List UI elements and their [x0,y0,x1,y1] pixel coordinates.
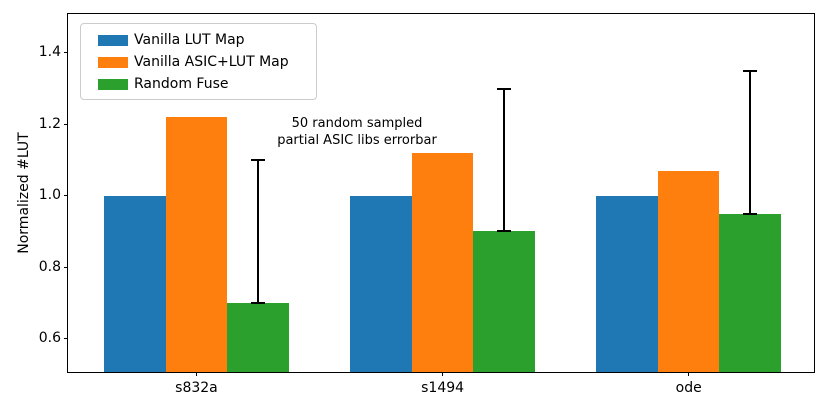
annotation: 50 random sampled partial ASIC libs erro… [237,115,477,149]
errorbar-stem-ode [749,70,752,214]
y-tickmark [64,195,68,197]
x-tick-label-s832a: s832a [175,380,218,396]
y-tick-label: 0.8 [38,258,61,275]
bars-layer [68,14,814,372]
x-tickmark [688,372,690,376]
errorbar-cap-bottom-s1494 [497,230,512,233]
y-tickmark [64,52,68,54]
legend-item-random-fuse: Random Fuse [98,73,316,95]
legend-item-vanilla-asic-lut-map: Vanilla ASIC+LUT Map [98,51,316,73]
errorbar-cap-bottom-s832a [251,301,265,304]
bar-vanilla-lut-map-s1494 [350,195,412,372]
y-tick-label: 1.2 [38,115,61,132]
y-tickmark [64,266,68,268]
y-tickmark [64,337,68,339]
legend-label-vanilla-lut-map: Vanilla LUT Map [134,32,245,48]
errorbars-layer [68,14,814,372]
y-tick-label: 1.0 [38,187,61,204]
legend-label-vanilla-asic-lut-map: Vanilla ASIC+LUT Map [134,54,289,70]
y-tick-label: 1.4 [38,44,61,61]
bar-vanilla-asic-lut-map-s1494 [411,152,474,372]
legend-swatch-green-icon [98,78,128,90]
bar-random-fuse-ode [719,213,781,372]
x-tickmark [442,372,444,376]
errorbar-cap-top-s832a [251,158,265,161]
legend-swatch-orange-icon [98,56,128,68]
bar-vanilla-asic-lut-map-ode [657,170,720,372]
plot-area: 50 random sampled partial ASIC libs erro… [67,13,815,373]
bar-vanilla-asic-lut-map-s832a [165,117,228,372]
y-tick-label: 0.6 [38,329,61,346]
legend-label-random-fuse: Random Fuse [134,76,229,92]
x-tickmark [195,372,197,376]
errorbar-cap-top-ode [743,69,758,72]
legend-item-vanilla-lut-map: Vanilla LUT Map [98,29,316,51]
legend-swatch-blue-icon [98,34,128,46]
errorbar-cap-top-s1494 [497,87,512,90]
bar-random-fuse-s1494 [473,231,535,372]
errorbar-stem-s1494 [503,88,506,232]
annotation-line-1: 50 random sampled [291,116,423,131]
x-tick-label-ode: ode [675,380,702,396]
y-tickmark [64,123,68,125]
bar-vanilla-lut-map-ode [596,195,658,372]
legend: Vanilla LUT Map Vanilla ASIC+LUT Map Ran… [80,23,317,100]
errorbar-stem-s832a [257,159,259,303]
x-tick-label-s1494: s1494 [421,380,465,396]
bar-vanilla-lut-map-s832a [104,195,166,372]
annotation-line-2: partial ASIC libs errorbar [277,133,437,148]
errorbar-cap-bottom-ode [743,212,758,215]
bar-random-fuse-s832a [227,302,289,372]
